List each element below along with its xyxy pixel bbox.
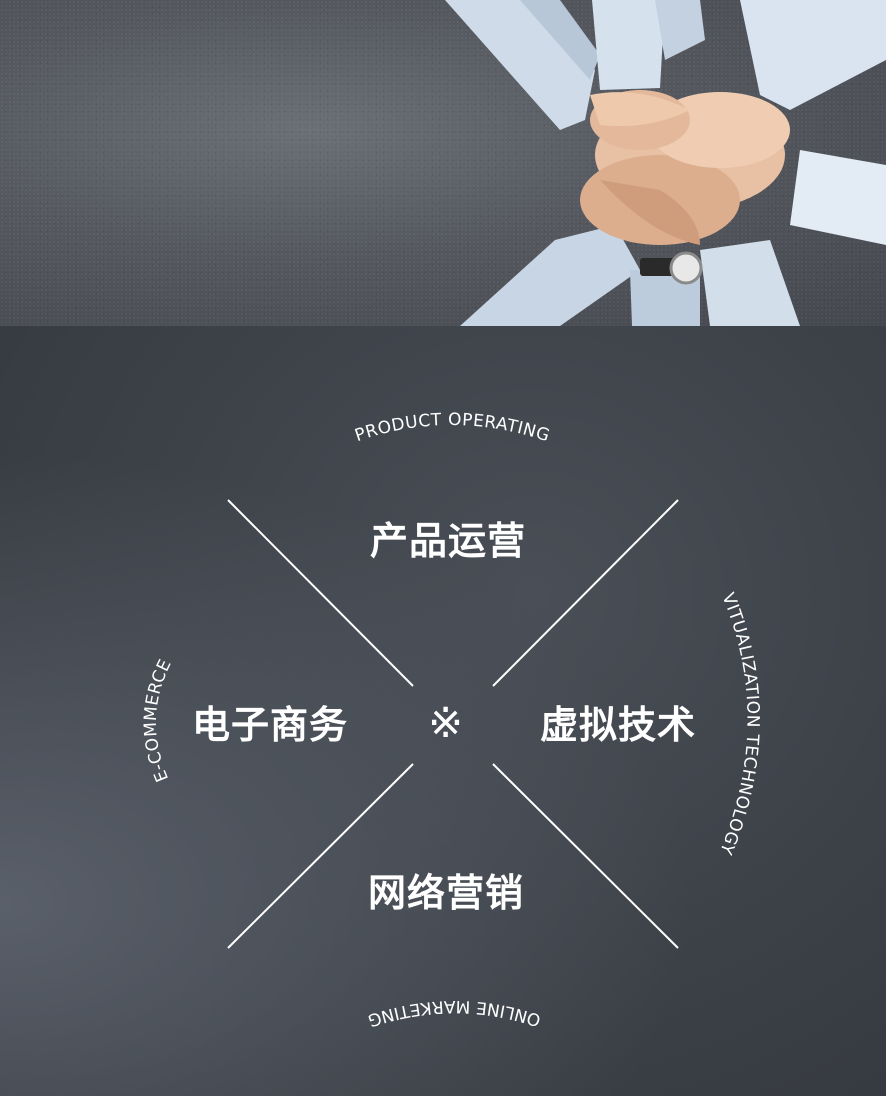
caption-product-operating: PRODUCT OPERATING [352, 410, 552, 446]
caption-online-marketing-text: ONLINE MARKETING [365, 996, 544, 1030]
caption-virtualization-technology: VITUALIZATION TECHNOLOGY [715, 590, 762, 857]
center-reference-mark-icon: ※ [428, 698, 464, 747]
quadrant-label-product-operating: 产品运营 [370, 519, 527, 563]
quadrant-label-online-marketing: 网络营销 [368, 871, 525, 915]
quadrant-label-e-commerce: 电子商务 [192, 703, 349, 747]
divider-line-top-left [227, 499, 414, 687]
caption-virtualization-technology-text: VITUALIZATION TECHNOLOGY [715, 590, 762, 857]
divider-line-top-right [492, 499, 679, 687]
caption-e-commerce-text: E-COMMERCE [141, 656, 176, 785]
caption-product-operating-text: PRODUCT OPERATING [352, 410, 551, 446]
caption-online-marketing: ONLINE MARKETING [365, 996, 544, 1030]
diagram-graphics: PRODUCT OPERATING E-COMMERCE VITUALIZATI… [141, 410, 762, 1030]
divider-line-bottom-left [227, 763, 414, 949]
hero-photo [0, 0, 886, 326]
caption-e-commerce: E-COMMERCE [141, 656, 176, 785]
quadrant-label-virtualization: 虚拟技术 [540, 703, 697, 747]
services-diagram-panel: PRODUCT OPERATING E-COMMERCE VITUALIZATI… [0, 326, 886, 1096]
divider-line-bottom-right [492, 763, 679, 949]
stacked-hands-illustration [445, 0, 886, 326]
